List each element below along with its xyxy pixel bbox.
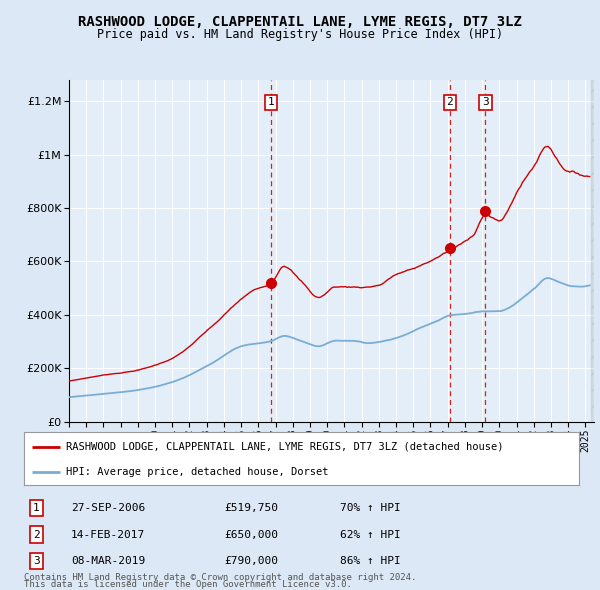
Text: HPI: Average price, detached house, Dorset: HPI: Average price, detached house, Dors… bbox=[65, 467, 328, 477]
Bar bbox=[590, 80, 595, 422]
Text: 1: 1 bbox=[268, 97, 274, 107]
Text: RASHWOOD LODGE, CLAPPENTAIL LANE, LYME REGIS, DT7 3LZ: RASHWOOD LODGE, CLAPPENTAIL LANE, LYME R… bbox=[78, 15, 522, 29]
Text: 86% ↑ HPI: 86% ↑ HPI bbox=[340, 556, 401, 566]
Text: 14-FEB-2017: 14-FEB-2017 bbox=[71, 530, 145, 539]
Text: 62% ↑ HPI: 62% ↑ HPI bbox=[340, 530, 401, 539]
Text: £650,000: £650,000 bbox=[224, 530, 278, 539]
Text: Contains HM Land Registry data © Crown copyright and database right 2024.: Contains HM Land Registry data © Crown c… bbox=[24, 573, 416, 582]
Text: £519,750: £519,750 bbox=[224, 503, 278, 513]
Text: 3: 3 bbox=[33, 556, 40, 566]
Text: 2: 2 bbox=[446, 97, 453, 107]
Text: £790,000: £790,000 bbox=[224, 556, 278, 566]
Text: 1: 1 bbox=[33, 503, 40, 513]
Text: 2: 2 bbox=[33, 530, 40, 539]
Text: Price paid vs. HM Land Registry's House Price Index (HPI): Price paid vs. HM Land Registry's House … bbox=[97, 28, 503, 41]
Text: 70% ↑ HPI: 70% ↑ HPI bbox=[340, 503, 401, 513]
Text: 3: 3 bbox=[482, 97, 489, 107]
Text: 08-MAR-2019: 08-MAR-2019 bbox=[71, 556, 145, 566]
Text: This data is licensed under the Open Government Licence v3.0.: This data is licensed under the Open Gov… bbox=[24, 581, 352, 589]
Text: RASHWOOD LODGE, CLAPPENTAIL LANE, LYME REGIS, DT7 3LZ (detached house): RASHWOOD LODGE, CLAPPENTAIL LANE, LYME R… bbox=[65, 442, 503, 452]
Text: 27-SEP-2006: 27-SEP-2006 bbox=[71, 503, 145, 513]
